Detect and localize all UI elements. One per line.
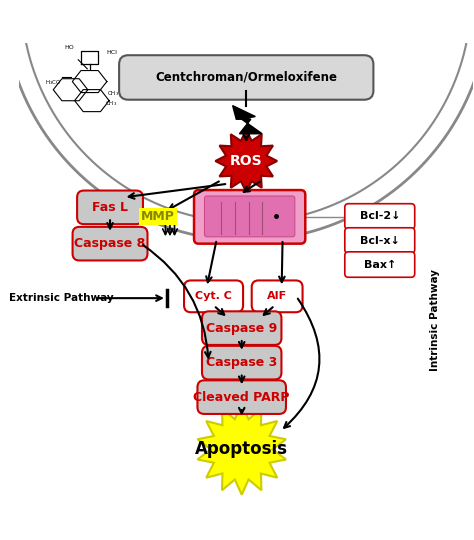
FancyBboxPatch shape — [73, 227, 147, 260]
FancyBboxPatch shape — [77, 191, 143, 224]
FancyBboxPatch shape — [204, 196, 295, 237]
FancyBboxPatch shape — [184, 280, 243, 312]
FancyBboxPatch shape — [345, 252, 415, 277]
FancyBboxPatch shape — [198, 380, 286, 414]
Text: Caspase 8: Caspase 8 — [74, 237, 146, 250]
FancyBboxPatch shape — [202, 346, 282, 380]
Text: CH$_3$: CH$_3$ — [106, 99, 118, 108]
Text: Apoptosis: Apoptosis — [195, 440, 288, 458]
Text: Extrinsic Pathway: Extrinsic Pathway — [9, 293, 113, 303]
Polygon shape — [215, 130, 277, 192]
FancyBboxPatch shape — [194, 190, 305, 244]
Text: H$_3$CO: H$_3$CO — [45, 78, 62, 87]
Text: AIF: AIF — [267, 292, 287, 301]
Text: CH$_3$: CH$_3$ — [107, 89, 119, 98]
Polygon shape — [233, 106, 262, 134]
FancyBboxPatch shape — [202, 312, 282, 345]
Text: MMP: MMP — [141, 210, 174, 223]
FancyBboxPatch shape — [345, 228, 415, 253]
Text: Caspase 3: Caspase 3 — [206, 356, 277, 369]
Text: Bcl-2↓: Bcl-2↓ — [359, 212, 400, 221]
Text: Cleaved PARP: Cleaved PARP — [193, 390, 290, 403]
Text: HO: HO — [64, 45, 74, 50]
Text: HCl: HCl — [107, 50, 118, 55]
Text: Centchroman/Ormeloxifene: Centchroman/Ormeloxifene — [155, 71, 337, 84]
FancyBboxPatch shape — [345, 204, 415, 229]
Text: Fas L: Fas L — [92, 201, 128, 214]
Text: ROS: ROS — [230, 154, 263, 168]
Text: Caspase 9: Caspase 9 — [206, 322, 277, 335]
FancyBboxPatch shape — [119, 55, 374, 100]
FancyBboxPatch shape — [252, 280, 302, 312]
Text: Bcl-x↓: Bcl-x↓ — [360, 235, 400, 246]
Text: Bax↑: Bax↑ — [364, 260, 396, 269]
Text: Intrinsic Pathway: Intrinsic Pathway — [430, 269, 440, 371]
Polygon shape — [198, 404, 286, 495]
Text: Cyt. C: Cyt. C — [195, 292, 232, 301]
